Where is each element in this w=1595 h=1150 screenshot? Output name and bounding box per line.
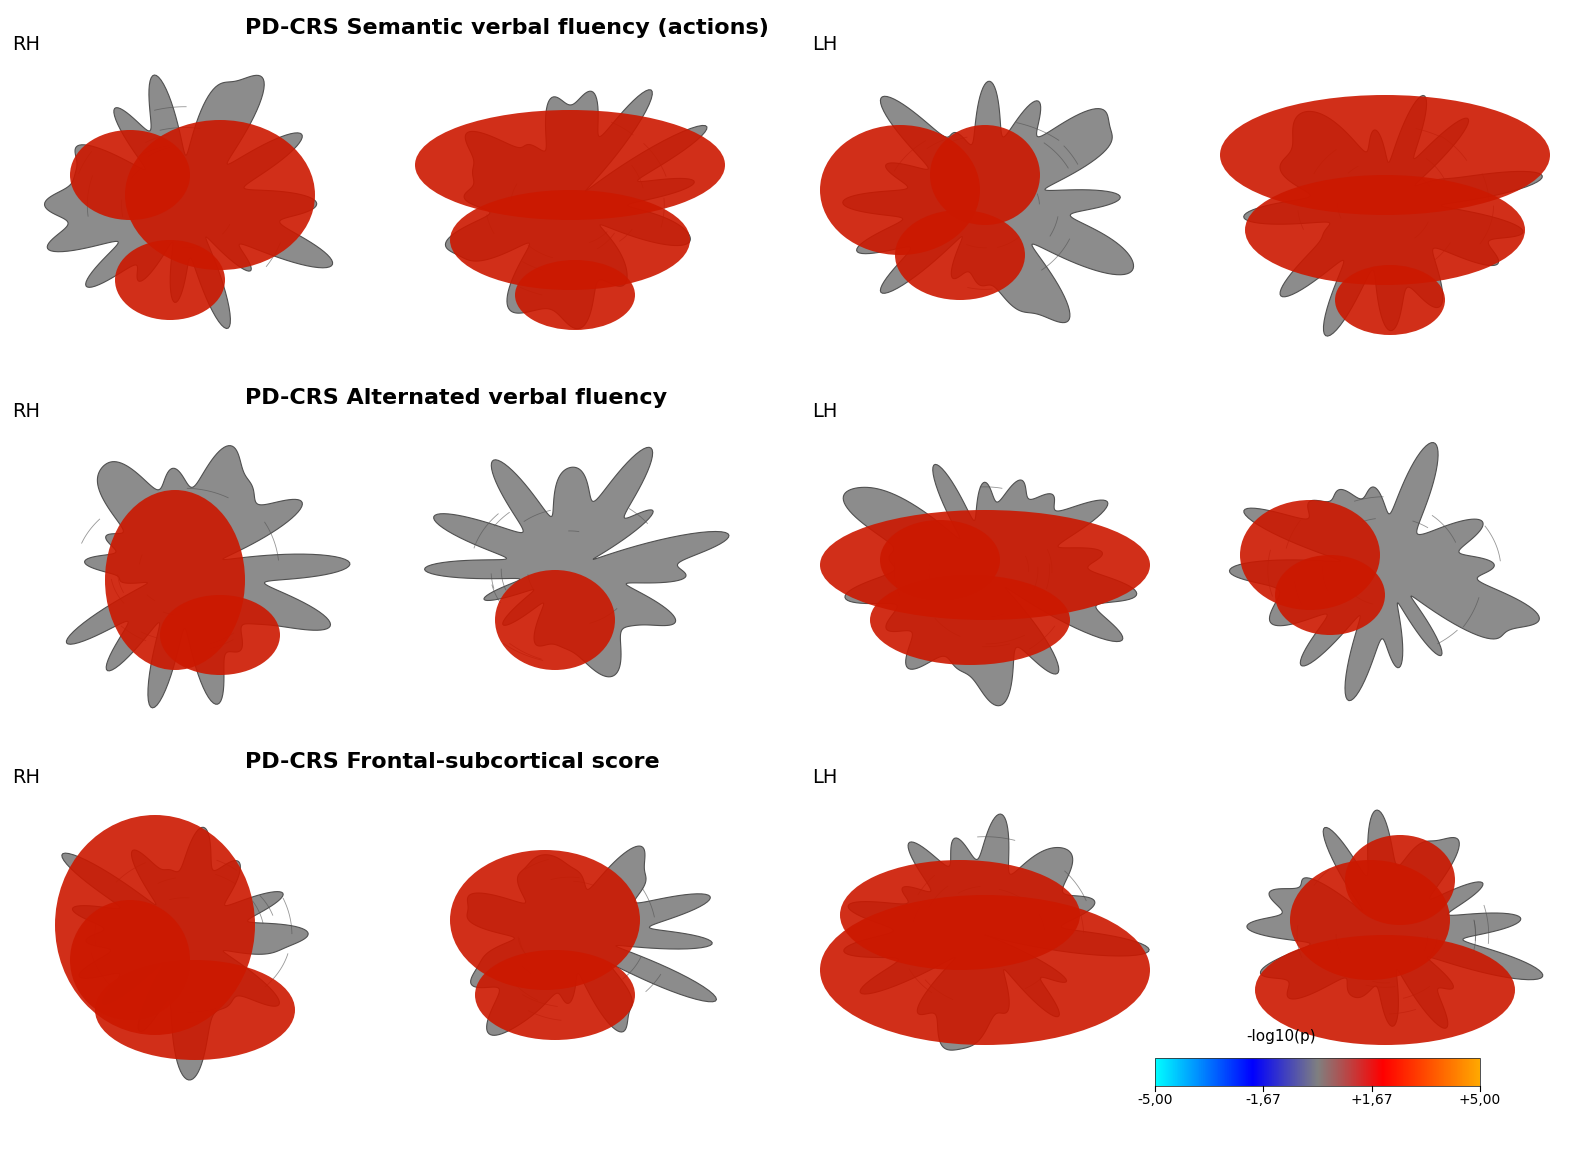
Polygon shape [45,75,332,329]
Polygon shape [467,846,716,1035]
Ellipse shape [841,860,1080,969]
Ellipse shape [70,130,190,220]
Polygon shape [1230,443,1539,700]
Ellipse shape [105,490,246,670]
Ellipse shape [869,575,1070,665]
Text: RH: RH [13,34,40,54]
Ellipse shape [820,509,1150,620]
Ellipse shape [96,960,295,1060]
Ellipse shape [494,570,616,670]
Ellipse shape [1345,835,1455,925]
Ellipse shape [450,190,691,290]
Text: LH: LH [812,402,837,421]
Polygon shape [844,465,1137,706]
Text: +1,67: +1,67 [1351,1092,1392,1107]
Polygon shape [62,827,308,1080]
Text: -log10(p): -log10(p) [1246,1029,1316,1044]
Ellipse shape [895,210,1026,300]
Ellipse shape [1335,264,1445,335]
Ellipse shape [820,125,979,255]
Bar [1155,1058,1480,1086]
Ellipse shape [930,125,1040,225]
Polygon shape [445,90,707,329]
Polygon shape [1247,810,1542,1028]
Ellipse shape [450,850,640,990]
Ellipse shape [160,595,281,675]
Text: -1,67: -1,67 [1246,1092,1281,1107]
Ellipse shape [1255,935,1515,1045]
Ellipse shape [515,260,635,330]
Ellipse shape [415,110,726,220]
Ellipse shape [820,895,1150,1045]
Text: PD-CRS Semantic verbal fluency (actions): PD-CRS Semantic verbal fluency (actions) [246,18,769,38]
Ellipse shape [124,120,314,270]
Polygon shape [842,82,1134,323]
Text: LH: LH [812,34,837,54]
Text: PD-CRS Alternated verbal fluency: PD-CRS Alternated verbal fluency [246,388,667,408]
Ellipse shape [1239,500,1380,610]
Ellipse shape [1290,860,1450,980]
Ellipse shape [1246,175,1525,285]
Ellipse shape [1274,555,1384,635]
Polygon shape [1244,95,1542,336]
Text: RH: RH [13,402,40,421]
Ellipse shape [115,240,225,320]
Polygon shape [424,447,729,677]
Text: LH: LH [812,768,837,787]
Ellipse shape [54,815,255,1035]
Ellipse shape [880,520,1000,600]
Text: PD-CRS Frontal-subcortical score: PD-CRS Frontal-subcortical score [246,752,660,772]
Text: RH: RH [13,768,40,787]
Ellipse shape [475,950,635,1040]
Text: +5,00: +5,00 [1459,1092,1501,1107]
Text: -5,00: -5,00 [1137,1092,1172,1107]
Polygon shape [67,446,349,708]
Ellipse shape [70,900,190,1020]
Polygon shape [844,814,1148,1050]
Ellipse shape [1220,95,1550,215]
